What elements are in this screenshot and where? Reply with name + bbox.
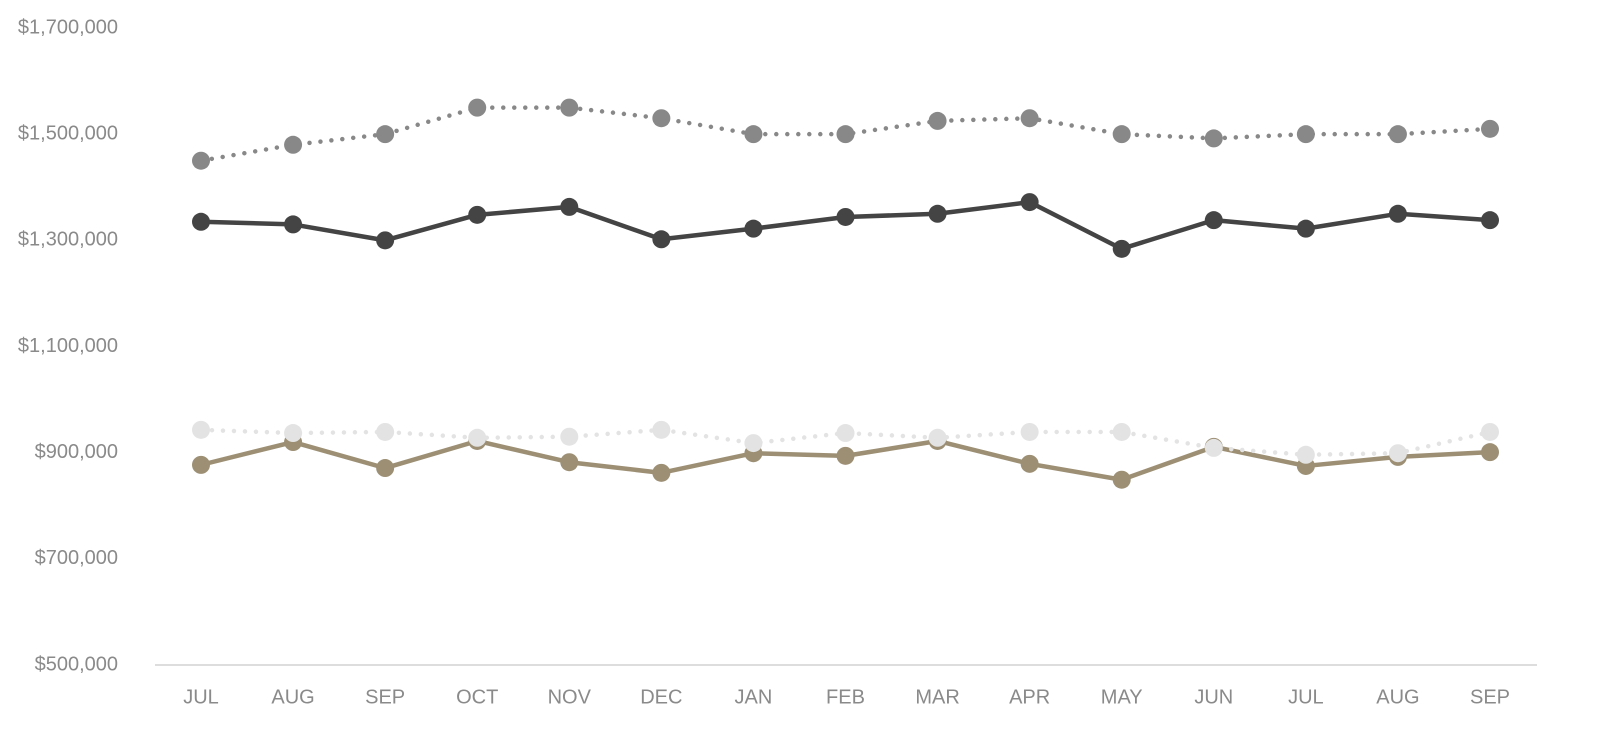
data-point — [376, 231, 395, 250]
data-point — [1481, 422, 1499, 441]
data-point — [744, 125, 763, 144]
x-tick-label: MAY — [1101, 686, 1143, 708]
x-tick-label: AUG — [271, 686, 314, 708]
data-point — [928, 204, 947, 223]
data-point — [928, 428, 947, 447]
data-point — [744, 434, 763, 453]
x-tick-label: SEP — [365, 686, 405, 708]
data-point — [284, 424, 303, 443]
data-point — [744, 219, 763, 238]
data-point — [560, 453, 579, 472]
data-point — [1204, 211, 1223, 230]
y-tick-label: $1,300,000 — [18, 229, 118, 251]
series-line — [198, 105, 1493, 163]
data-point — [1020, 193, 1039, 212]
data-point — [468, 428, 487, 447]
data-point — [1296, 219, 1315, 238]
data-point — [192, 420, 210, 439]
data-point — [1112, 125, 1131, 144]
data-point — [1204, 438, 1223, 457]
data-point — [1388, 125, 1407, 144]
data-point — [652, 109, 671, 128]
x-tick-label: JUN — [1194, 686, 1233, 708]
data-point — [1481, 119, 1499, 138]
data-point — [1388, 444, 1407, 463]
data-point — [1388, 204, 1407, 223]
data-point — [1296, 125, 1315, 144]
data-point — [1204, 129, 1223, 148]
data-point — [376, 422, 395, 441]
y-tick-label: $1,100,000 — [18, 335, 118, 357]
series-line — [198, 427, 1493, 458]
data-point — [284, 215, 303, 234]
x-tick-label: APR — [1009, 686, 1050, 708]
data-point — [468, 205, 487, 224]
data-point — [376, 459, 395, 478]
data-point — [468, 98, 487, 117]
data-point — [1112, 470, 1131, 489]
x-tick-label: AUG — [1376, 686, 1419, 708]
data-point — [1112, 239, 1131, 258]
y-tick-label: $900,000 — [35, 441, 118, 463]
data-point — [192, 212, 210, 231]
data-point — [560, 427, 579, 446]
data-point — [1020, 109, 1039, 128]
y-tick-label: $500,000 — [35, 653, 118, 675]
x-tick-label: NOV — [548, 686, 592, 708]
data-point — [836, 207, 855, 226]
data-point — [376, 125, 395, 144]
data-point — [1296, 445, 1315, 464]
data-point — [284, 135, 303, 154]
data-point — [1481, 443, 1499, 462]
data-point — [652, 230, 671, 249]
y-tick-label: $1,700,000 — [18, 16, 118, 38]
y-tick-label: $700,000 — [35, 547, 118, 569]
data-point — [652, 463, 671, 482]
x-tick-label: JAN — [735, 686, 773, 708]
x-tick-label: DEC — [640, 686, 682, 708]
x-tick-label: SEP — [1470, 686, 1510, 708]
data-point — [1112, 422, 1131, 441]
x-tick-label: MAR — [915, 686, 959, 708]
data-point — [652, 420, 671, 439]
data-point — [1020, 454, 1039, 473]
data-point — [192, 455, 210, 474]
y-tick-label: $1,500,000 — [18, 122, 118, 144]
data-point — [560, 98, 579, 117]
x-tick-label: JUL — [1288, 686, 1324, 708]
x-tick-label: JUL — [183, 686, 219, 708]
data-point — [1020, 422, 1039, 441]
data-point — [836, 446, 855, 465]
data-point — [836, 125, 855, 144]
x-tick-label: FEB — [826, 686, 865, 708]
data-point — [560, 197, 579, 216]
data-point — [1481, 211, 1499, 230]
data-point — [928, 111, 947, 130]
x-tick-label: OCT — [456, 686, 498, 708]
data-point — [836, 424, 855, 443]
data-point — [192, 151, 210, 170]
